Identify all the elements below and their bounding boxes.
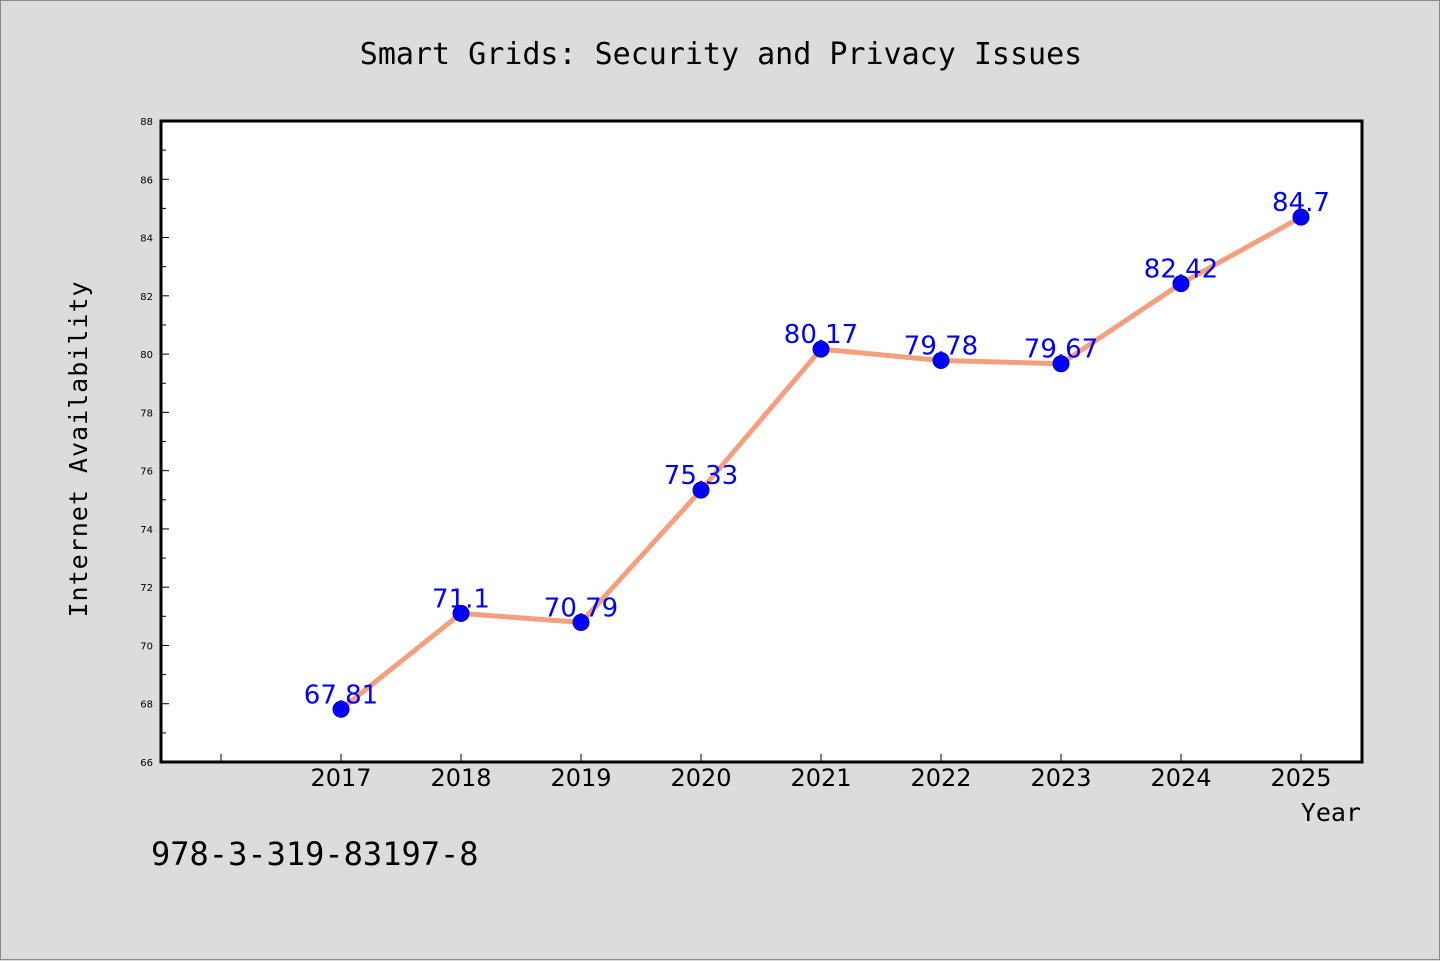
x-tick-label: 2017 (310, 764, 371, 792)
data-label: 79.67 (1024, 335, 1098, 365)
plot-area (159, 119, 1364, 764)
x-tick-label: 2025 (1270, 764, 1331, 792)
data-point (572, 613, 590, 631)
data-labels: 67.81 71.1 70.79 75.33 80.17 79.78 79.67 82.42 8… (304, 188, 1330, 710)
data-point (692, 481, 710, 499)
data-label: 82.42 (1144, 255, 1218, 285)
x-tick-label: 2018 (430, 764, 491, 792)
data-label: 75.33 (664, 461, 738, 491)
y-tick-label: 82 (140, 292, 153, 303)
data-point (812, 340, 830, 358)
y-tick-label: 84 (140, 234, 153, 245)
x-tick-label: 2020 (670, 764, 731, 792)
y-tick-label: 72 (140, 583, 153, 594)
data-point (1172, 275, 1190, 293)
x-tick-label: 2019 (550, 764, 611, 792)
data-label: 71.1 (432, 584, 490, 614)
data-label: 79.78 (904, 332, 978, 362)
x-axis-label: Year (1301, 798, 1361, 827)
data-label: 80.17 (784, 320, 858, 350)
y-tick-label: 78 (140, 408, 153, 419)
y-tick-label: 80 (140, 350, 153, 361)
data-point (1052, 355, 1070, 373)
footer-identifier: 978-3-319-83197-8 (151, 835, 479, 873)
x-tick-label: 2023 (1030, 764, 1091, 792)
y-tick-label: 70 (140, 641, 153, 652)
y-tick-label: 74 (140, 525, 153, 536)
x-tick-label: 2024 (1150, 764, 1211, 792)
chart-title: Smart Grids: Security and Privacy Issues (360, 37, 1082, 72)
x-tick-label: 2022 (910, 764, 971, 792)
data-label: 67.81 (304, 680, 378, 710)
data-label: 84.7 (1272, 188, 1330, 218)
y-tick-label: 76 (140, 467, 153, 478)
x-tick-label: 2021 (790, 764, 851, 792)
y-tick-label: 68 (140, 700, 153, 711)
data-point (932, 352, 950, 370)
y-axis: 66 68 70 72 74 76 78 80 82 84 86 88 (140, 117, 169, 769)
data-point (332, 700, 350, 718)
y-tick-label: 88 (140, 117, 153, 128)
y-tick-label: 66 (140, 758, 153, 769)
data-point (1292, 208, 1310, 226)
y-tick-label: 86 (140, 175, 153, 186)
x-axis: 2017 2018 2019 2020 2021 2022 2023 2024 2025 (220, 754, 1332, 792)
data-markers (332, 208, 1310, 718)
data-point (452, 604, 470, 622)
data-label: 70.79 (544, 593, 618, 623)
y-axis-label: Internet Availability (64, 280, 93, 617)
